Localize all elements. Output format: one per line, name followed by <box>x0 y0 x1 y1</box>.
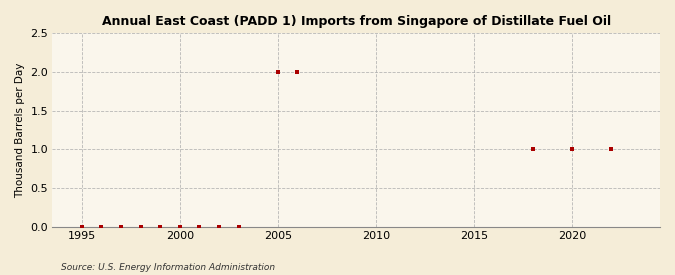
Point <box>273 70 284 74</box>
Point <box>605 147 616 152</box>
Point <box>96 224 107 229</box>
Point <box>527 147 538 152</box>
Point <box>76 224 87 229</box>
Point <box>234 224 244 229</box>
Point <box>214 224 225 229</box>
Point <box>115 224 126 229</box>
Point <box>566 147 577 152</box>
Point <box>174 224 185 229</box>
Text: Source: U.S. Energy Information Administration: Source: U.S. Energy Information Administ… <box>61 263 275 272</box>
Point <box>155 224 165 229</box>
Y-axis label: Thousand Barrels per Day: Thousand Barrels per Day <box>15 62 25 198</box>
Title: Annual East Coast (PADD 1) Imports from Singapore of Distillate Fuel Oil: Annual East Coast (PADD 1) Imports from … <box>102 15 611 28</box>
Point <box>135 224 146 229</box>
Point <box>292 70 303 74</box>
Point <box>194 224 205 229</box>
